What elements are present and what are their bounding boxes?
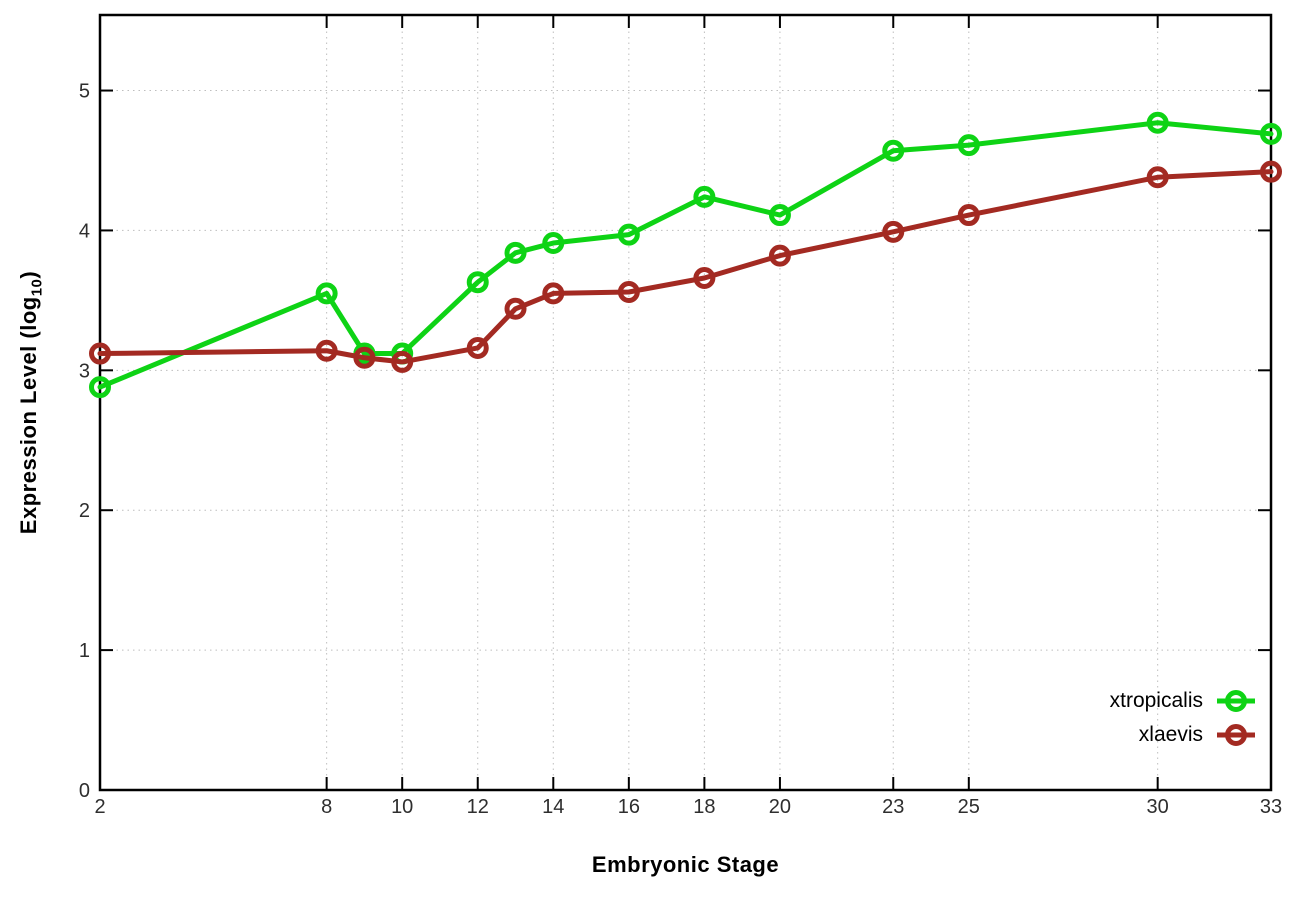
- data-point-xtropicalis: [693, 185, 716, 208]
- y-axis-label-main: Expression Level (log: [16, 296, 41, 535]
- y-axis-label-subscript: 10: [28, 278, 46, 297]
- x-tick-label: 16: [618, 796, 640, 818]
- data-point-xtropicalis: [1146, 111, 1169, 134]
- data-point-xlaevis: [1260, 160, 1282, 183]
- y-tick-label: 4: [79, 220, 90, 242]
- data-point-xlaevis: [353, 346, 376, 369]
- data-point-xtropicalis: [542, 232, 565, 255]
- data-point-xtropicalis: [466, 271, 489, 294]
- line-marker-swatch-icon: [1217, 724, 1255, 746]
- x-tick-label: 14: [542, 796, 564, 818]
- data-point-xlaevis: [768, 244, 791, 267]
- legend-item-xlaevis: xlaevis: [1110, 718, 1258, 752]
- data-point-xlaevis: [882, 220, 905, 243]
- x-tick-label: 30: [1147, 796, 1169, 818]
- data-point-xtropicalis: [617, 223, 640, 246]
- data-point-xlaevis: [466, 336, 489, 359]
- x-tick-label: 23: [882, 796, 904, 818]
- data-point-xlaevis: [391, 350, 414, 373]
- x-tick-label: 20: [769, 796, 791, 818]
- y-tick-label: 2: [79, 500, 90, 522]
- data-point-xtropicalis: [315, 282, 338, 305]
- data-point-xtropicalis: [768, 204, 791, 227]
- series-line-xlaevis: [97, 169, 1274, 365]
- data-point-xlaevis: [693, 266, 716, 289]
- x-tick-label: 2: [94, 796, 105, 818]
- plot-border: [98, 13, 1273, 792]
- y-tick-label: 5: [79, 81, 90, 103]
- y-tick-label: 0: [79, 780, 90, 802]
- data-point-xtropicalis: [1260, 122, 1282, 145]
- data-point-xtropicalis: [957, 134, 980, 157]
- data-point-xtropicalis: [504, 241, 527, 264]
- line-marker-swatch-icon: [1217, 690, 1255, 712]
- x-tick-label: 12: [467, 796, 489, 818]
- x-tick-label: 25: [958, 796, 980, 818]
- y-axis-label: Expression Level (log10): [16, 15, 48, 790]
- data-point-xlaevis: [89, 342, 111, 365]
- legend: xtropicalis xlaevis: [1110, 684, 1258, 752]
- data-point-xtropicalis: [882, 139, 905, 162]
- data-point-xlaevis: [617, 280, 640, 303]
- x-tick-label: 18: [693, 796, 715, 818]
- data-point-xlaevis: [957, 204, 980, 227]
- legend-label: xtropicalis: [1109, 689, 1203, 712]
- data-point-xlaevis: [542, 282, 565, 305]
- y-tick-label: 1: [79, 640, 90, 662]
- legend-sample-marker: [1225, 724, 1247, 746]
- x-tick-label: 33: [1260, 796, 1282, 818]
- legend-sample-marker: [1225, 690, 1247, 712]
- legend-label: xlaevis: [1138, 723, 1203, 746]
- data-point-xlaevis: [315, 339, 338, 362]
- y-axis-label-close: ): [16, 270, 41, 279]
- x-tick-label: 8: [321, 796, 332, 818]
- data-point-xlaevis: [504, 297, 527, 320]
- y-tick-label: 3: [79, 360, 90, 382]
- x-axis-label: Embryonic Stage: [591, 852, 780, 877]
- legend-item-xtropicalis: xtropicalis: [1110, 684, 1258, 718]
- data-point-xtropicalis: [89, 376, 111, 399]
- series-line-xtropicalis: [97, 120, 1274, 390]
- x-tick-label: 10: [391, 796, 413, 818]
- data-point-xlaevis: [1146, 166, 1169, 189]
